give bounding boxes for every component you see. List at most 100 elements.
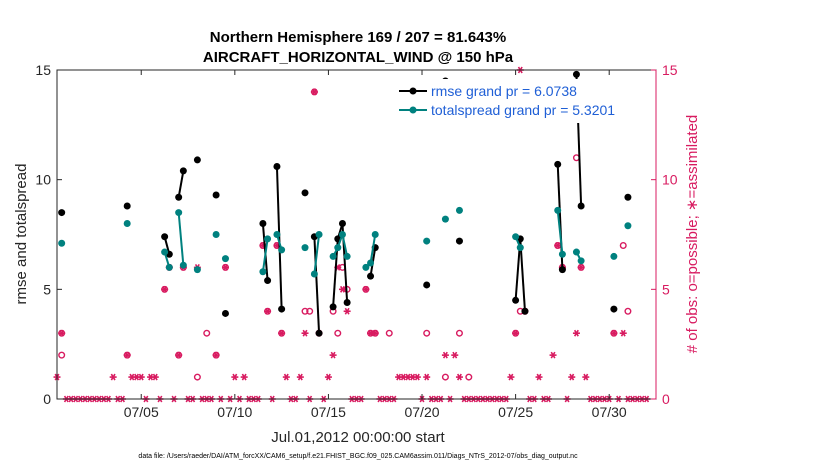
obs-assimilated-marker xyxy=(324,373,332,381)
obs-assimilated-marker xyxy=(212,351,220,359)
x-tick-label: 07/05 xyxy=(124,404,159,420)
obs-assimilated-marker xyxy=(362,285,370,293)
totalspread-point xyxy=(558,250,566,258)
totalspread-point xyxy=(624,222,632,230)
totalspread-point xyxy=(315,231,323,238)
totalspread-point xyxy=(212,231,220,238)
rmse-point xyxy=(521,307,529,315)
obs-assimilated-marker xyxy=(221,263,229,271)
totalspread-point xyxy=(343,252,351,260)
rmse-segment xyxy=(313,236,321,334)
chart-subtitle: AIRCRAFT_HORIZONTAL_WIND @ 150 hPa xyxy=(203,49,514,66)
rmse-point xyxy=(512,296,520,304)
x-tick-label: 07/30 xyxy=(592,404,627,420)
totalspread-point xyxy=(175,209,183,217)
rmse-point xyxy=(123,202,131,210)
obs-assimilated-marker xyxy=(264,307,272,315)
totalspread-point xyxy=(193,266,201,274)
totalspread-point xyxy=(512,233,520,241)
rmse-point xyxy=(175,193,183,201)
totalspread-point xyxy=(371,231,379,238)
legend-rmse-label: rmse grand pr = 6.0738 xyxy=(431,83,577,99)
obs-assimilated-marker xyxy=(161,285,169,293)
rmse-point xyxy=(554,160,562,168)
obs-assimilated-marker xyxy=(507,373,515,381)
chart-title: Northern Hemisphere 169 / 207 = 81.643% xyxy=(210,29,506,46)
totalspread-point xyxy=(338,231,346,238)
x-tick-label: 07/25 xyxy=(498,404,533,420)
totalspread-point xyxy=(273,231,281,238)
x-tick-label: 07/10 xyxy=(217,404,252,420)
rmse-point xyxy=(264,277,272,285)
data-file-footer: data file: /Users/raeder/DAI/ATM_forcXX/… xyxy=(138,453,578,460)
axes: 0 0 5 5 10 10 15 15 07/05 07/10 07/15 07/20 07/25 07/… xyxy=(35,62,677,420)
totalspread-point xyxy=(221,255,229,263)
rmse-point xyxy=(329,303,337,311)
rmse-point xyxy=(193,156,201,164)
totalspread-segment xyxy=(341,234,349,257)
totalspread-point xyxy=(161,248,169,256)
totalspread-point xyxy=(334,244,342,252)
obs-possible-marker xyxy=(619,241,627,249)
totalspread-point xyxy=(367,259,375,267)
obs-possible-marker xyxy=(385,329,393,337)
obs-possible-marker xyxy=(306,307,314,315)
rmse-point xyxy=(259,220,267,228)
totalspread-segment xyxy=(369,234,377,264)
totalspread-point xyxy=(301,244,309,252)
totalspread-point xyxy=(610,252,618,260)
rmse-point xyxy=(315,329,323,337)
obs-assimilated-marker xyxy=(577,263,585,271)
totalspread-point xyxy=(310,270,318,278)
totalspread-segment xyxy=(556,210,564,255)
rmse-point xyxy=(221,309,229,317)
obs-assimilated-marker xyxy=(423,373,431,381)
rmse-point xyxy=(273,163,281,171)
legend-spread-marker xyxy=(409,106,417,114)
totalspread-point xyxy=(259,268,267,276)
rmse-point xyxy=(161,233,169,241)
obs-assimilated-marker xyxy=(231,373,239,381)
x-axis-label: Jul.01,2012 00:00:00 start xyxy=(271,429,445,446)
obs-assimilated-marker xyxy=(137,373,145,381)
totalspread-point xyxy=(441,215,449,223)
totalspread-point xyxy=(123,220,131,228)
obs-possible-marker xyxy=(203,329,211,337)
y-tick-label-right: 5 xyxy=(662,281,670,297)
rmse-point xyxy=(624,193,632,201)
totalspread-point xyxy=(165,263,173,271)
x-tick-label: 07/15 xyxy=(311,404,346,420)
obs-assimilated-marker xyxy=(329,351,337,359)
y-tick-label-left: 15 xyxy=(35,62,51,78)
rmse-point xyxy=(338,220,346,228)
totalspread-point xyxy=(423,237,431,245)
totalspread-point xyxy=(278,246,286,254)
obs-assimilated-marker xyxy=(512,329,520,337)
obs-assimilated-marker xyxy=(109,373,117,381)
x-tick-label: 07/20 xyxy=(404,404,439,420)
obs-possible-marker xyxy=(465,373,473,381)
obs-assimilated-marker xyxy=(610,329,618,337)
obs-assimilated-marker xyxy=(343,307,351,315)
y-axis-left-label: rmse and totalspread xyxy=(13,164,30,305)
obs-assimilated-marker xyxy=(151,373,159,381)
totalspread-point xyxy=(455,206,463,214)
rmse-point xyxy=(58,209,66,217)
obs-assimilated-marker xyxy=(371,329,379,337)
obs-assimilated-marker xyxy=(455,373,463,381)
obs-possible-marker xyxy=(334,329,342,337)
rmse-point xyxy=(343,298,351,306)
obs-possible-marker xyxy=(423,329,431,337)
obs-assimilated-marker xyxy=(123,351,131,359)
totalspread-point xyxy=(572,248,580,256)
y-axis-right-label: # of obs: o=possible; ∗=assimilated xyxy=(684,115,701,354)
obs-assimilated-marker xyxy=(278,329,286,337)
obs-possible-marker xyxy=(301,307,309,315)
totalspread-point xyxy=(58,239,66,247)
totalspread-point xyxy=(179,261,187,269)
y-tick-label-right: 0 xyxy=(662,391,670,407)
obs-possible-marker xyxy=(58,351,66,359)
rmse-point xyxy=(301,189,309,197)
rmse-segment xyxy=(177,170,185,198)
